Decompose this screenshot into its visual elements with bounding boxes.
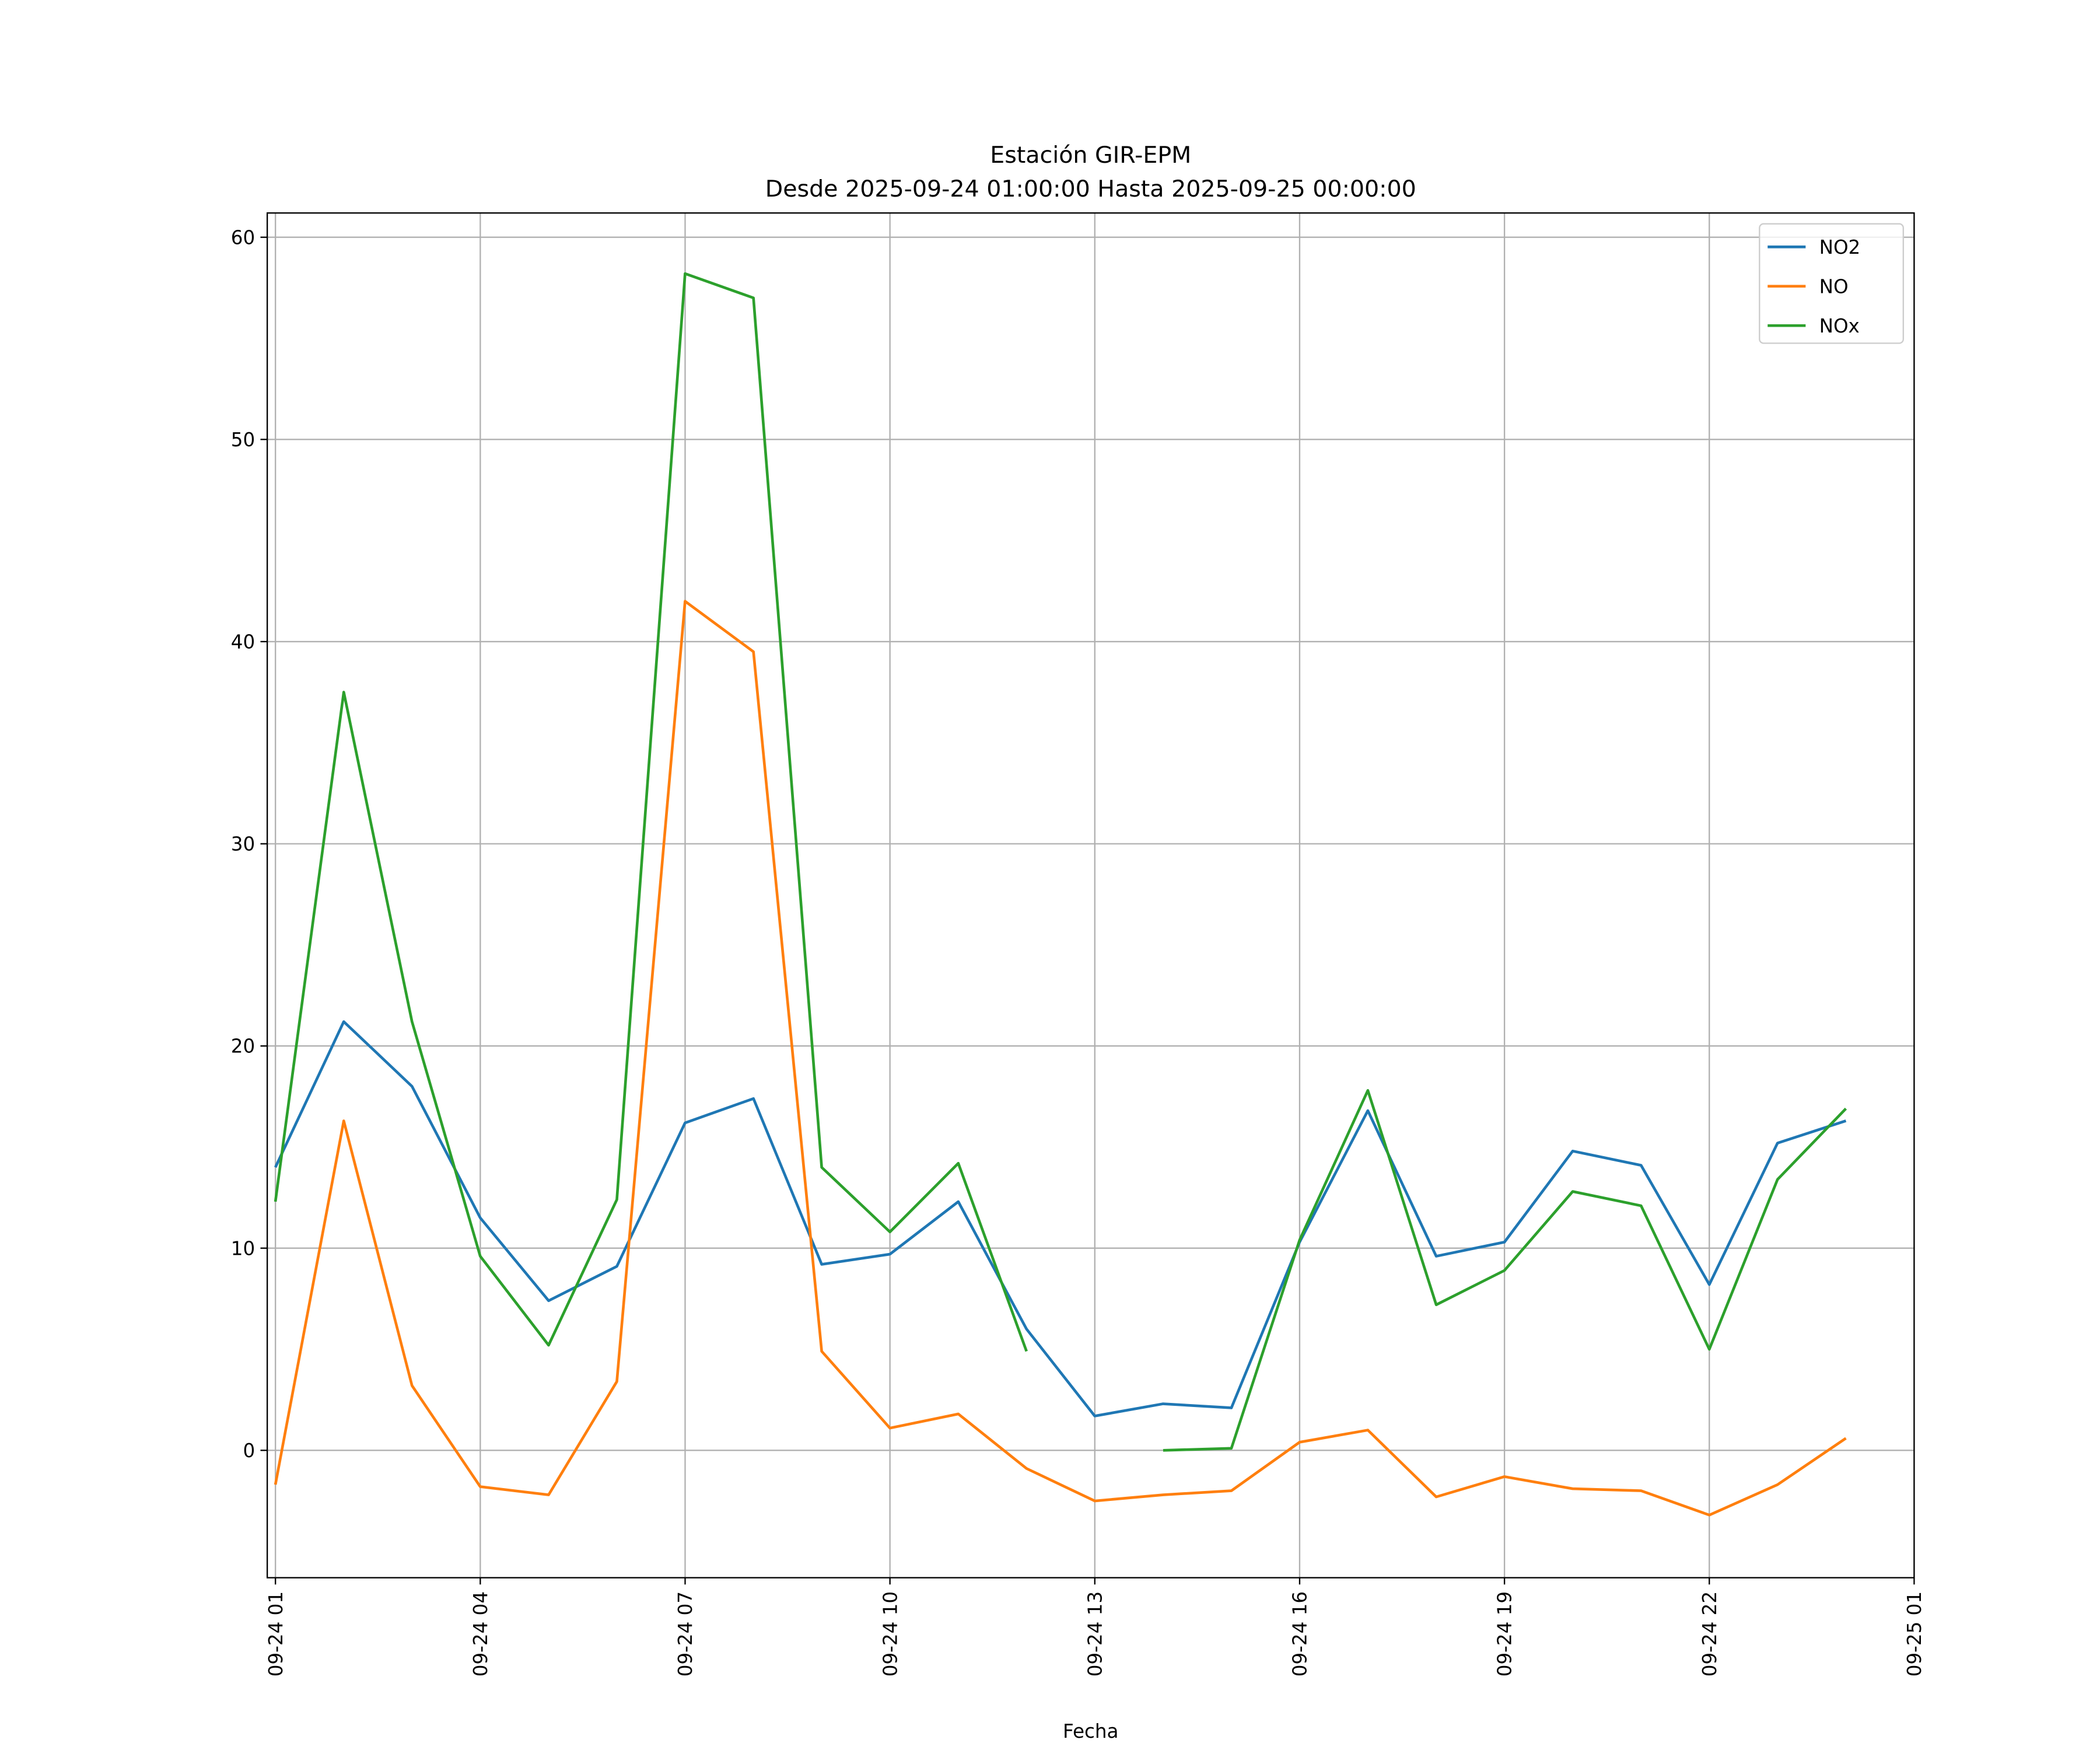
y-tick-label: 40 xyxy=(231,631,255,653)
x-axis-label: Fecha xyxy=(1063,1720,1118,1742)
x-tick-label: 09-24 01 xyxy=(265,1591,287,1676)
series-line-no2 xyxy=(274,1020,1847,1418)
x-tick-label: 09-24 10 xyxy=(879,1591,901,1676)
chart-subtitle: Desde 2025-09-24 01:00:00 Hasta 2025-09-… xyxy=(765,176,1416,202)
x-tick-label: 09-24 13 xyxy=(1084,1591,1106,1676)
series-line-no xyxy=(274,600,1847,1517)
x-tick-label: 09-24 07 xyxy=(674,1591,696,1676)
y-tick-label: 10 xyxy=(231,1237,255,1259)
legend-box xyxy=(1759,223,1904,344)
series-line-nox xyxy=(274,272,1847,1452)
x-tick-label: 09-24 19 xyxy=(1494,1591,1516,1676)
legend-label-no2: NO2 xyxy=(1819,236,1861,258)
legend-label-no: NO xyxy=(1819,275,1849,298)
x-tick-label: 09-24 22 xyxy=(1699,1591,1721,1676)
plot-frame xyxy=(266,212,1915,1578)
y-tick-label: 0 xyxy=(243,1440,255,1462)
legend-label-nox: NOx xyxy=(1819,315,1860,337)
y-tick-label: 30 xyxy=(231,833,255,855)
legend: NO2 NO NOx xyxy=(1759,223,1904,344)
x-tick-label: 09-25 01 xyxy=(1903,1591,1926,1676)
y-tick-label: 60 xyxy=(231,226,255,249)
x-tick-label: 09-24 16 xyxy=(1289,1591,1311,1676)
y-tick-label: 50 xyxy=(231,429,255,451)
x-tick-label: 09-24 04 xyxy=(470,1591,492,1676)
chart-title: Estación GIR-EPM xyxy=(990,142,1191,169)
y-tick-label: 20 xyxy=(231,1035,255,1058)
